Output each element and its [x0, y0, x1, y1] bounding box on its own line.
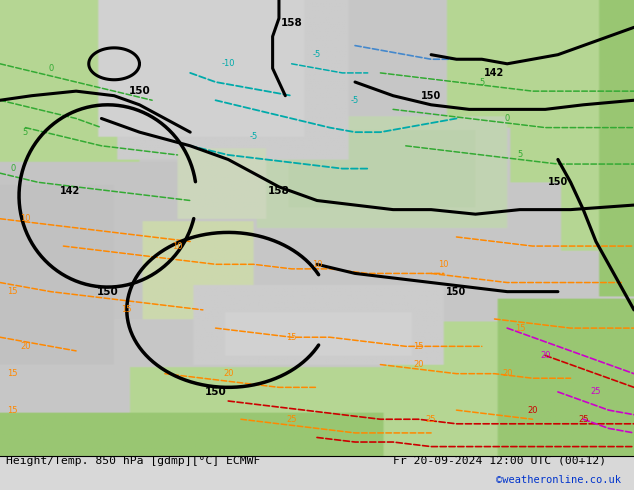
Text: 150: 150 — [446, 287, 467, 296]
Text: 0: 0 — [48, 64, 53, 73]
Text: 25: 25 — [578, 415, 588, 424]
Text: -10: -10 — [221, 59, 235, 68]
Text: 5: 5 — [517, 150, 522, 159]
Text: 25: 25 — [287, 415, 297, 424]
Text: Fr 20-09-2024 12:00 UTC (00+12): Fr 20-09-2024 12:00 UTC (00+12) — [393, 456, 606, 466]
Text: -5: -5 — [249, 132, 258, 141]
Text: 10: 10 — [439, 260, 449, 269]
Text: -5: -5 — [313, 50, 321, 59]
Text: 0: 0 — [10, 164, 15, 173]
Text: 5: 5 — [23, 128, 28, 137]
Text: 0: 0 — [505, 114, 510, 123]
Text: 20: 20 — [540, 351, 550, 360]
Text: 15: 15 — [515, 323, 525, 333]
Text: 20: 20 — [20, 342, 30, 351]
Text: 150: 150 — [97, 287, 119, 296]
Text: 10: 10 — [20, 214, 30, 223]
Text: 150: 150 — [421, 91, 441, 101]
Text: 142: 142 — [484, 68, 505, 78]
Text: -5: -5 — [351, 96, 359, 105]
Text: 20: 20 — [413, 360, 424, 369]
Text: 15: 15 — [122, 305, 132, 315]
Text: 15: 15 — [8, 369, 18, 378]
Text: 150: 150 — [205, 387, 226, 397]
Text: 25: 25 — [426, 415, 436, 424]
Text: 15: 15 — [8, 406, 18, 415]
Text: 150: 150 — [129, 86, 150, 96]
Text: 20: 20 — [223, 369, 233, 378]
Text: 158: 158 — [281, 18, 302, 28]
Text: 20: 20 — [527, 406, 538, 415]
Text: 142: 142 — [60, 186, 80, 196]
Text: 158: 158 — [268, 186, 290, 196]
Text: 10: 10 — [172, 242, 183, 250]
Text: 15: 15 — [287, 333, 297, 342]
Text: 25: 25 — [591, 388, 601, 396]
Text: 10: 10 — [312, 260, 322, 269]
Text: 5: 5 — [479, 77, 484, 87]
Text: ©weatheronline.co.uk: ©weatheronline.co.uk — [496, 475, 621, 485]
Text: Height/Temp. 850 hPa [gdmp][°C] ECMWF: Height/Temp. 850 hPa [gdmp][°C] ECMWF — [6, 456, 261, 466]
Text: 15: 15 — [413, 342, 424, 351]
Text: 150: 150 — [548, 177, 568, 187]
Text: 20: 20 — [502, 369, 512, 378]
Text: 15: 15 — [8, 287, 18, 296]
